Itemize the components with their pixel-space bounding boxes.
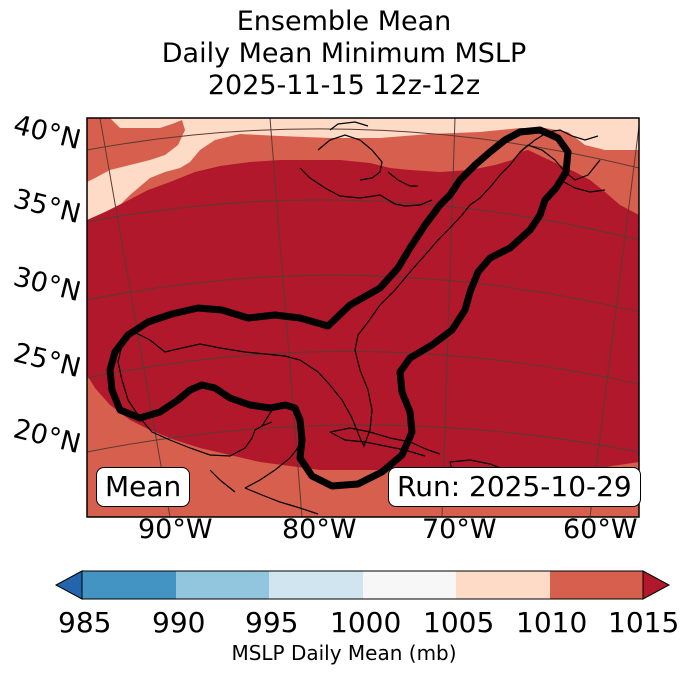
mean-label-box: Mean [96,467,191,507]
grid-lat-35 [87,199,639,241]
title-line-2: Daily Mean Minimum MSLP [161,38,527,69]
nova-scotia-coast [519,129,606,193]
grid-lon-60w [589,121,639,517]
lon-label-70w: 70°W [422,514,497,545]
colorbar-extend-high [642,570,671,600]
atlantic-coast [367,144,601,323]
grid-lat-30 [87,274,639,313]
colorbar-label: MSLP Daily Mean (mb) [231,641,457,665]
grid-lon-90w [99,118,171,517]
great-lakes [299,121,433,207]
colorbar-tick-1000: 1000 [330,606,402,639]
map-frame [86,117,640,518]
colorbar-frame [81,570,644,600]
colorbar-tick-985: 985 [58,606,112,639]
title-line-3: 2025-11-15 12z-12z [207,70,481,101]
colorbar-tick-995: 995 [245,606,299,639]
colorbar-extend-low [54,570,83,600]
gulf-coast [129,321,373,448]
title-line-1: Ensemble Mean [236,6,452,37]
colorbar-bin-1000-1005 [363,571,456,599]
run-date-label-box: Run: 2025-10-29 [388,467,641,507]
lon-label-90w: 90°W [138,514,213,545]
lon-label-80w: 80°W [282,514,357,545]
central-america-coast [209,469,319,515]
colorbar-tick-1015: 1015 [608,606,680,639]
colorbar-tick-990: 990 [152,606,206,639]
colorbar-tick-1005: 1005 [423,606,495,639]
colorbar [54,570,671,600]
colorbar-tick-1010: 1010 [516,606,588,639]
colorbar-bin-1005-1010 [456,571,550,599]
grid-lat-25 [87,350,639,385]
colorbar-bin-995-1000 [269,571,363,599]
graticule [87,118,639,517]
contour-outline [106,126,572,490]
cuba-coast [329,427,441,457]
region-1010-band-west [87,118,185,182]
colorbar-bin-990-995 [176,571,269,599]
mexico-coast [117,329,273,457]
grid-lat-20 [87,424,639,453]
lon-label-60w: 60°W [563,514,638,545]
colorbar-bin-985-990 [82,571,176,599]
colorbar-bin-1010-1015 [550,571,643,599]
grid-lat-40 [87,128,639,169]
